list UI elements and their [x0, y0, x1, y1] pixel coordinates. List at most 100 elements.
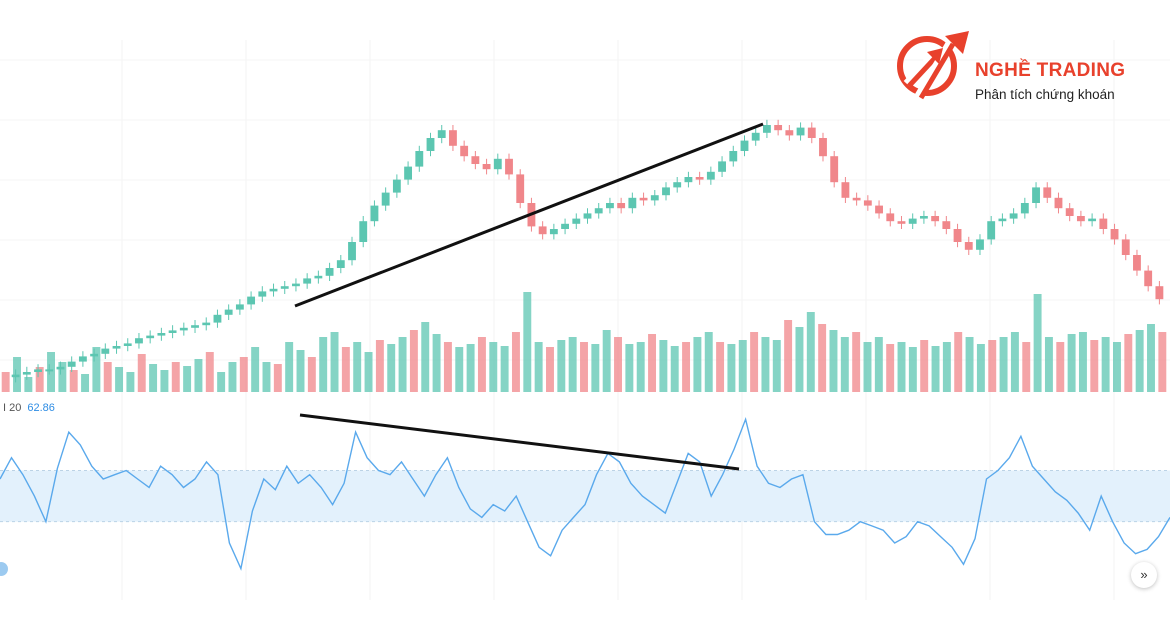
candle-body [617, 203, 626, 209]
double-chevron-right-icon[interactable]: » [1131, 562, 1157, 588]
trading-logo-icon [897, 31, 969, 100]
volume-bar [69, 370, 78, 392]
candle-body [919, 216, 928, 219]
volume-bar [874, 337, 883, 392]
candle-body [1032, 187, 1040, 203]
candle-body [348, 242, 356, 261]
candle-body [157, 333, 166, 336]
candle-body [863, 200, 872, 206]
candle-body [762, 125, 771, 133]
volume-bar [92, 347, 101, 392]
candle-body [931, 216, 940, 222]
candle-body [516, 174, 525, 203]
volume-bar [149, 364, 158, 392]
volume-bar [602, 330, 611, 392]
volume-bar [999, 337, 1008, 392]
candle-body [1054, 197, 1063, 209]
volume-bar [1113, 342, 1121, 392]
candle-body [819, 138, 827, 157]
candle-body [314, 275, 323, 279]
price-trendline [294, 122, 764, 308]
candle-body [482, 164, 491, 170]
candle-body [998, 218, 1007, 222]
volume-bar [784, 320, 793, 392]
candle-body [235, 304, 244, 310]
candle-body [1043, 187, 1052, 198]
candle-body [325, 268, 334, 276]
candle-body [953, 229, 962, 242]
candle-body [1144, 270, 1153, 287]
indicator-legend[interactable]: I 20 62.86 [3, 402, 55, 414]
brand-logo: NGHỀ TRADING Phân tích chứng khoán [893, 30, 1153, 110]
candle-body [303, 278, 312, 284]
candle-body [662, 187, 670, 196]
volume-bar [625, 344, 634, 392]
candle-body [1110, 229, 1119, 240]
volume-bar [852, 332, 861, 392]
volume-bar [727, 344, 736, 392]
volume-bar [670, 346, 679, 392]
trendlines [294, 122, 764, 471]
volume-bar [750, 332, 759, 392]
candle-body [673, 182, 682, 188]
volume-bar [251, 347, 260, 392]
candle-body [213, 314, 222, 323]
candle-body [34, 369, 42, 372]
candle-body [964, 242, 973, 250]
volume-bar [160, 370, 169, 392]
candle-body [897, 221, 906, 224]
volume-bar [205, 352, 214, 392]
volume-bar [387, 344, 396, 392]
volume-bar [1101, 337, 1110, 392]
volume-bar [171, 362, 180, 392]
volume-bar [614, 337, 622, 392]
candle-body [650, 195, 659, 201]
volume-bar [965, 337, 974, 392]
candle-body [280, 286, 289, 289]
candle-body [695, 177, 704, 180]
volume-bar [659, 340, 668, 392]
volume-bar [421, 322, 430, 392]
candle-body [112, 346, 121, 349]
volume-bar [341, 347, 350, 392]
volume-bar [285, 342, 294, 392]
volume-bar [1147, 324, 1155, 392]
volume-bar [1010, 332, 1019, 392]
volume-bar [239, 357, 248, 392]
candle-body [404, 166, 413, 180]
candle-body [942, 221, 951, 229]
candle-body [639, 197, 648, 201]
candle-body [101, 348, 110, 354]
candle-body [202, 322, 211, 326]
candle-body [336, 260, 345, 268]
volume-bar [353, 342, 362, 392]
volume-bar [398, 337, 407, 392]
volume-bar [897, 342, 906, 392]
candle-body [976, 239, 984, 250]
volume-bar [976, 344, 985, 392]
volume-bar [840, 337, 849, 392]
brand-name: NGHỀ TRADING [975, 60, 1126, 81]
candle-body [549, 229, 558, 235]
volume-bar [364, 352, 373, 392]
candle-body [538, 226, 547, 235]
volume-bar [273, 364, 282, 392]
candle-body [1065, 208, 1074, 216]
volume-bar [682, 342, 691, 392]
candle-body [415, 151, 424, 167]
volume-bar [296, 350, 305, 392]
candle-body [493, 158, 502, 170]
cloud-icon[interactable] [0, 562, 8, 576]
candle-body [426, 138, 435, 151]
volume-bar [330, 332, 339, 392]
candle-body [292, 283, 300, 287]
volume-bar [1056, 342, 1065, 392]
candle-body [168, 330, 177, 333]
candle-body [67, 361, 76, 367]
volume-bar [795, 327, 804, 392]
volume-bar [534, 342, 543, 392]
candle-body [135, 338, 143, 344]
volume-bar [194, 359, 203, 392]
